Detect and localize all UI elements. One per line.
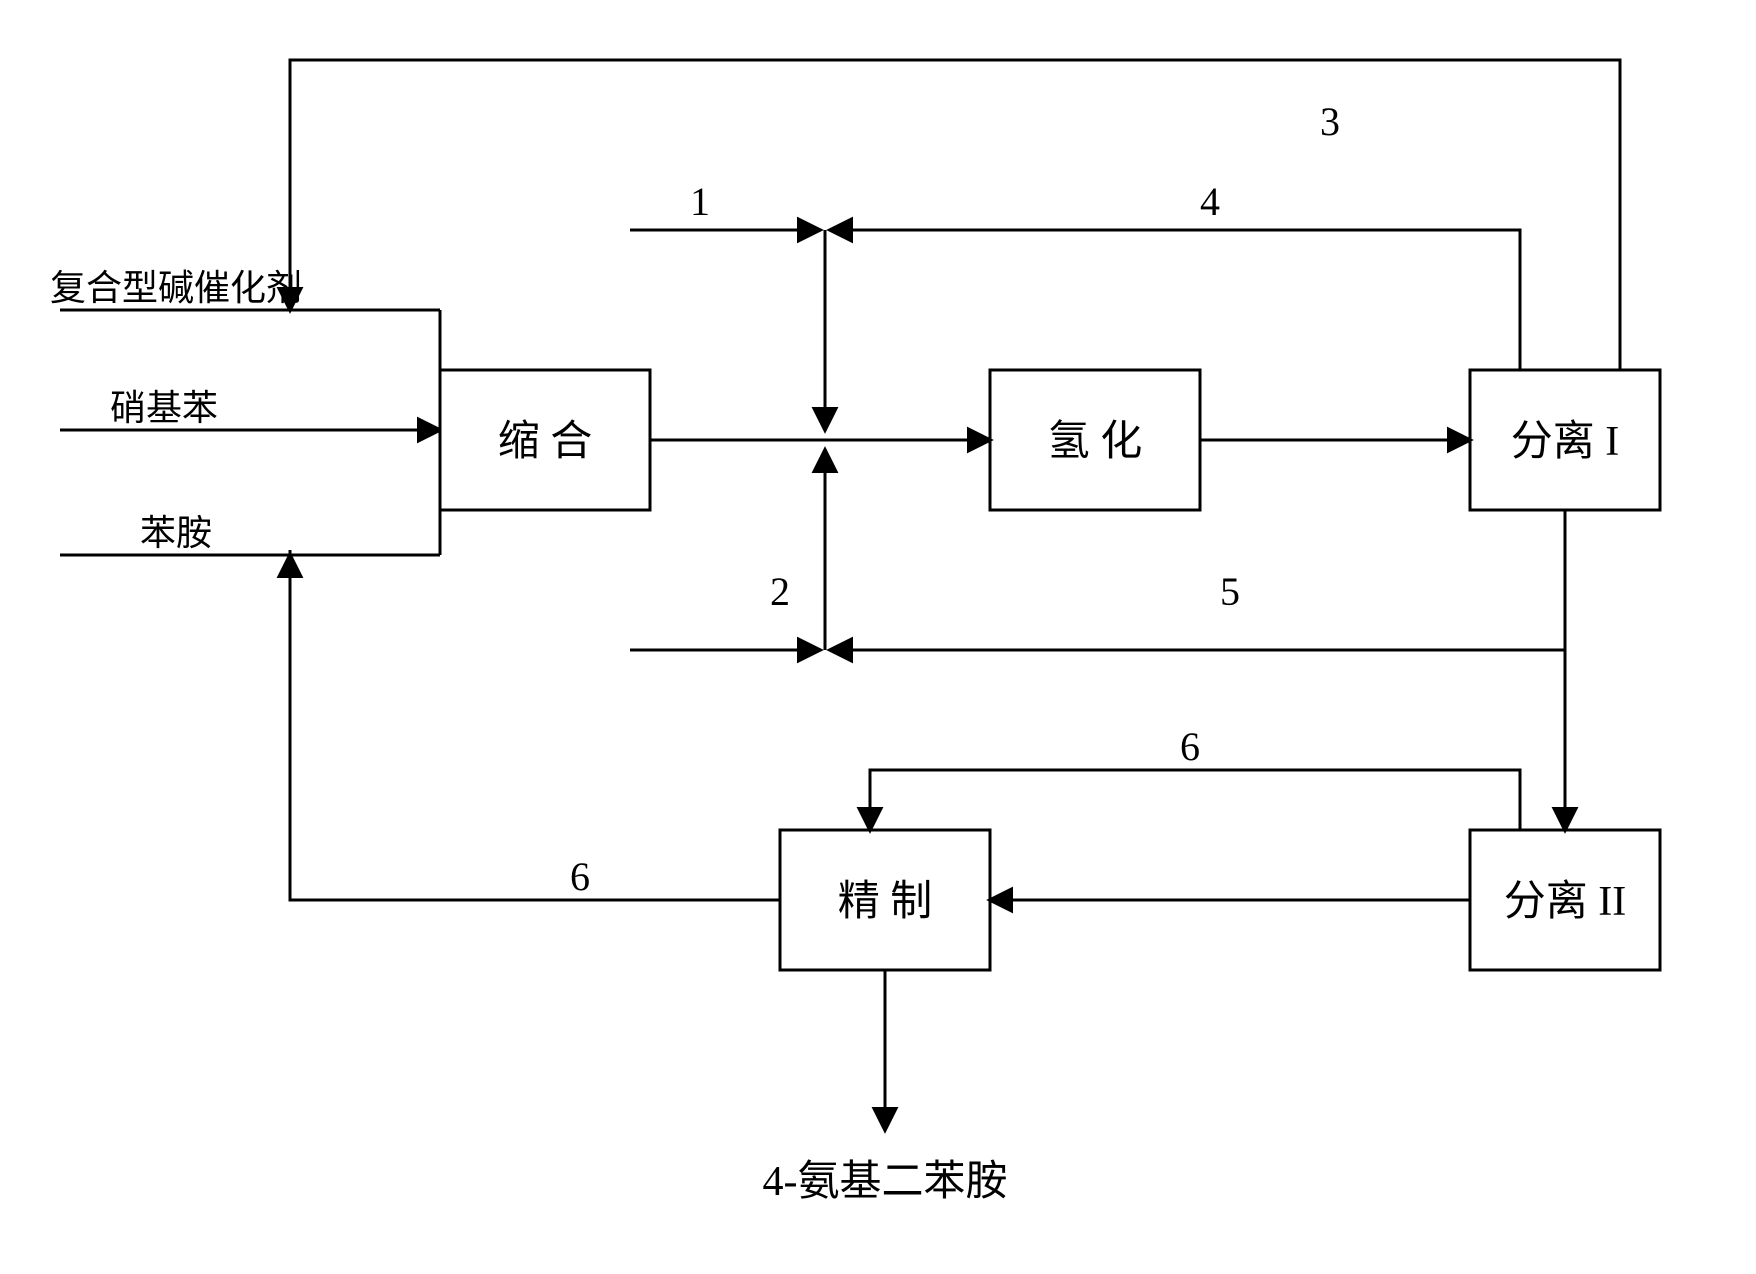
box-condense-label: 缩 合 <box>498 419 593 465</box>
edge-recycle-6b <box>290 555 780 900</box>
label-5: 5 <box>1220 569 1240 614</box>
label-aniline: 苯胺 <box>140 513 212 553</box>
label-catalyst: 复合型碱催化剂 <box>50 268 302 308</box>
label-1: 1 <box>690 179 710 224</box>
label-6a: 6 <box>1180 724 1200 769</box>
label-product: 4-氨基二苯胺 <box>763 1159 1008 1205</box>
edge-recycle-3 <box>290 60 1620 370</box>
box-hydro-label: 氢 化 <box>1048 419 1143 465</box>
flowchart-canvas: 缩 合 氢 化 分离 I 分离 II 精 制 复合型碱催化剂 硝基苯 苯胺 1 … <box>0 0 1756 1274</box>
box-sep1-label: 分离 I <box>1511 418 1620 465</box>
edge-recycle-4 <box>830 230 1520 370</box>
edge-recycle-6a <box>870 770 1520 830</box>
label-6b: 6 <box>570 854 590 899</box>
label-4: 4 <box>1200 179 1220 224</box>
box-refine-label: 精 制 <box>838 879 933 925</box>
label-nitrobenzene: 硝基苯 <box>110 388 218 428</box>
box-sep2-label: 分离 II <box>1504 878 1626 925</box>
label-3: 3 <box>1320 99 1340 144</box>
label-2: 2 <box>770 569 790 614</box>
